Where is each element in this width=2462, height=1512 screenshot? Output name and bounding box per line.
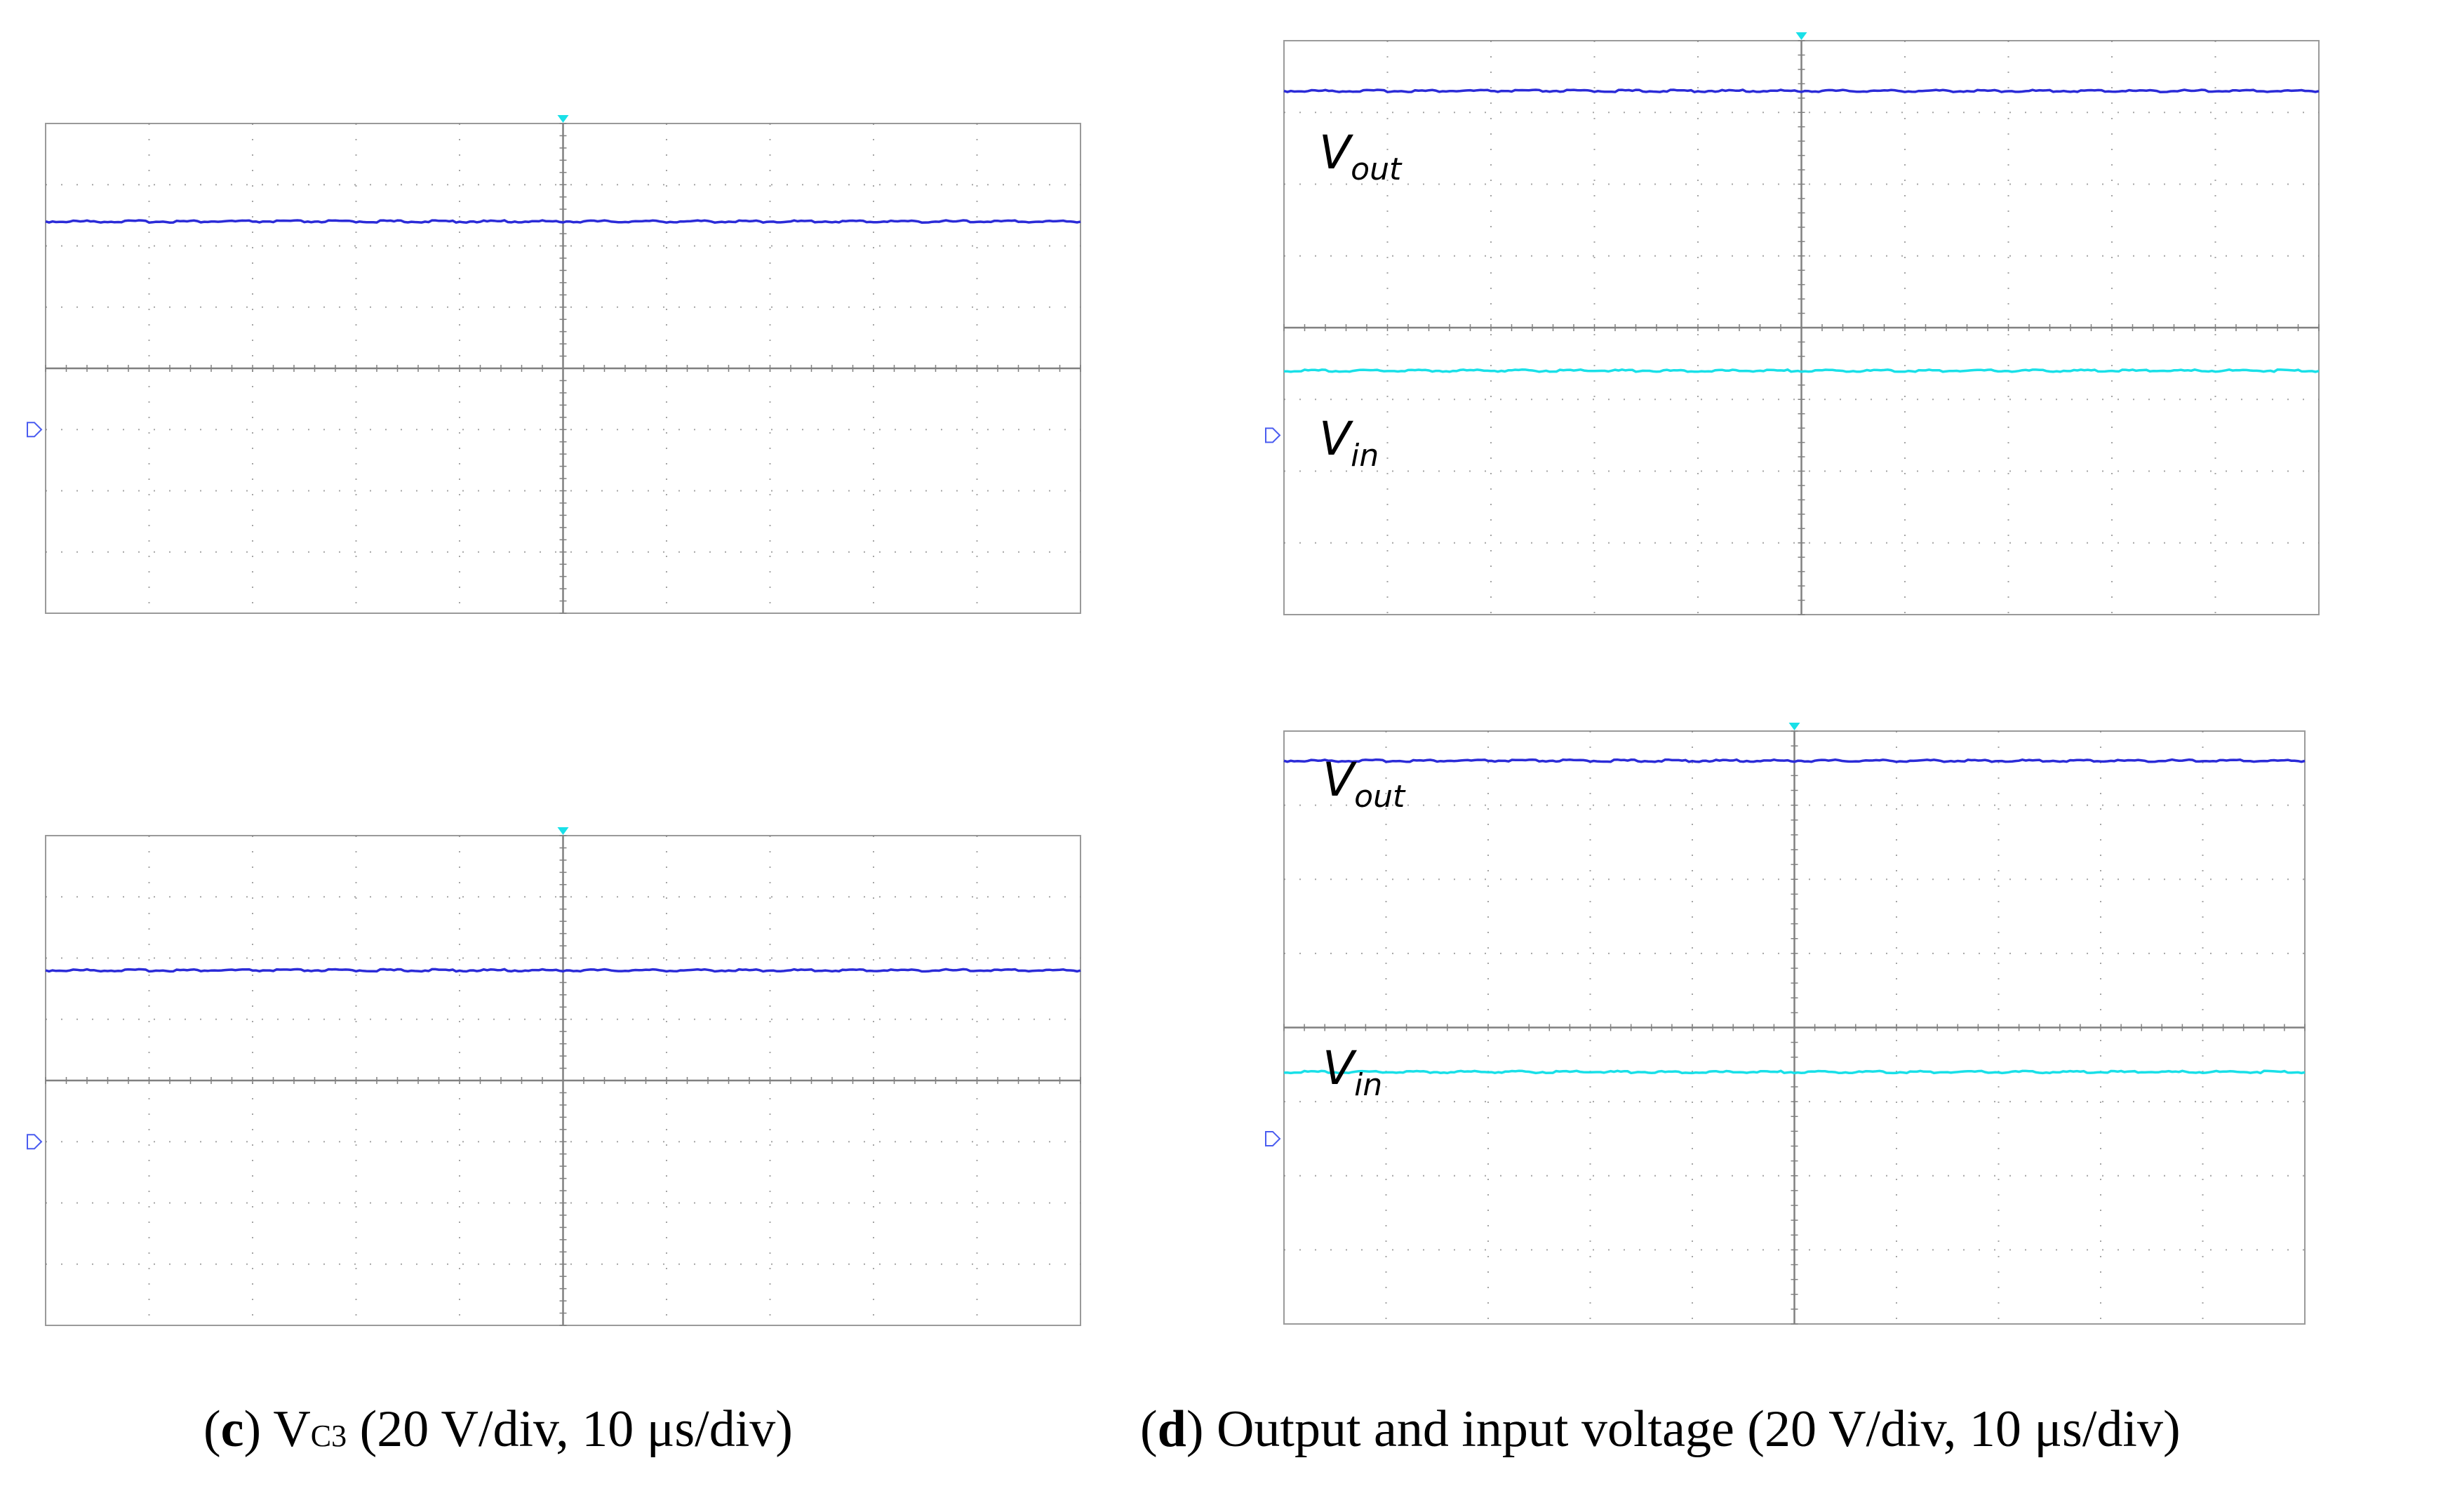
series-label-symbol: V xyxy=(1319,412,1353,466)
series-label-out: Vout xyxy=(1319,126,1403,187)
series-label-in: Vin xyxy=(1319,412,1379,474)
trace-in-line xyxy=(1284,368,2320,373)
series-label-symbol: V xyxy=(1323,753,1357,807)
caption-c: (c) VC3 (20 V/div, 10 μs/div) xyxy=(203,1400,793,1458)
series-label-subscript: out xyxy=(1354,779,1406,815)
trace-out-line xyxy=(1283,758,2306,763)
trigger-marker-icon xyxy=(1795,32,1807,40)
series-label-subscript: out xyxy=(1351,152,1403,187)
trace-signal-line xyxy=(45,219,1081,225)
caption-c-symbol: V xyxy=(273,1400,311,1458)
ground-reference-icon xyxy=(1265,427,1281,443)
caption-c-subscript: C3 xyxy=(310,1419,347,1453)
caption-d-text: Output and input voltage (20 V/div, 10 μ… xyxy=(1203,1400,2181,1458)
trigger-marker-icon xyxy=(557,115,569,123)
ground-reference-icon xyxy=(27,1134,43,1150)
trigger-marker-icon xyxy=(557,827,569,835)
trace-in-line xyxy=(1283,1069,2306,1075)
series-label-subscript: in xyxy=(1354,1067,1382,1103)
caption-d-letter: d xyxy=(1157,1400,1186,1458)
ground-reference-icon xyxy=(1265,1130,1281,1146)
series-label-out: Vout xyxy=(1323,753,1406,815)
series-label-symbol: V xyxy=(1323,1041,1357,1095)
trigger-marker-icon xyxy=(1788,723,1800,730)
scope-panel-c-bottom xyxy=(27,827,1081,1326)
trace-signal-line xyxy=(45,968,1081,973)
scope-panel-c-top xyxy=(27,115,1081,614)
series-label-subscript: in xyxy=(1351,438,1379,474)
trace-out-line xyxy=(1283,88,2320,94)
caption-d: (d) Output and input voltage (20 V/div, … xyxy=(1140,1400,2181,1458)
series-label-in: Vin xyxy=(1323,1041,1382,1103)
series-label-symbol: V xyxy=(1319,126,1353,180)
caption-c-text: (20 V/div, 10 μs/div) xyxy=(347,1400,793,1458)
ground-reference-icon xyxy=(27,422,43,438)
caption-c-letter: c xyxy=(220,1400,244,1458)
